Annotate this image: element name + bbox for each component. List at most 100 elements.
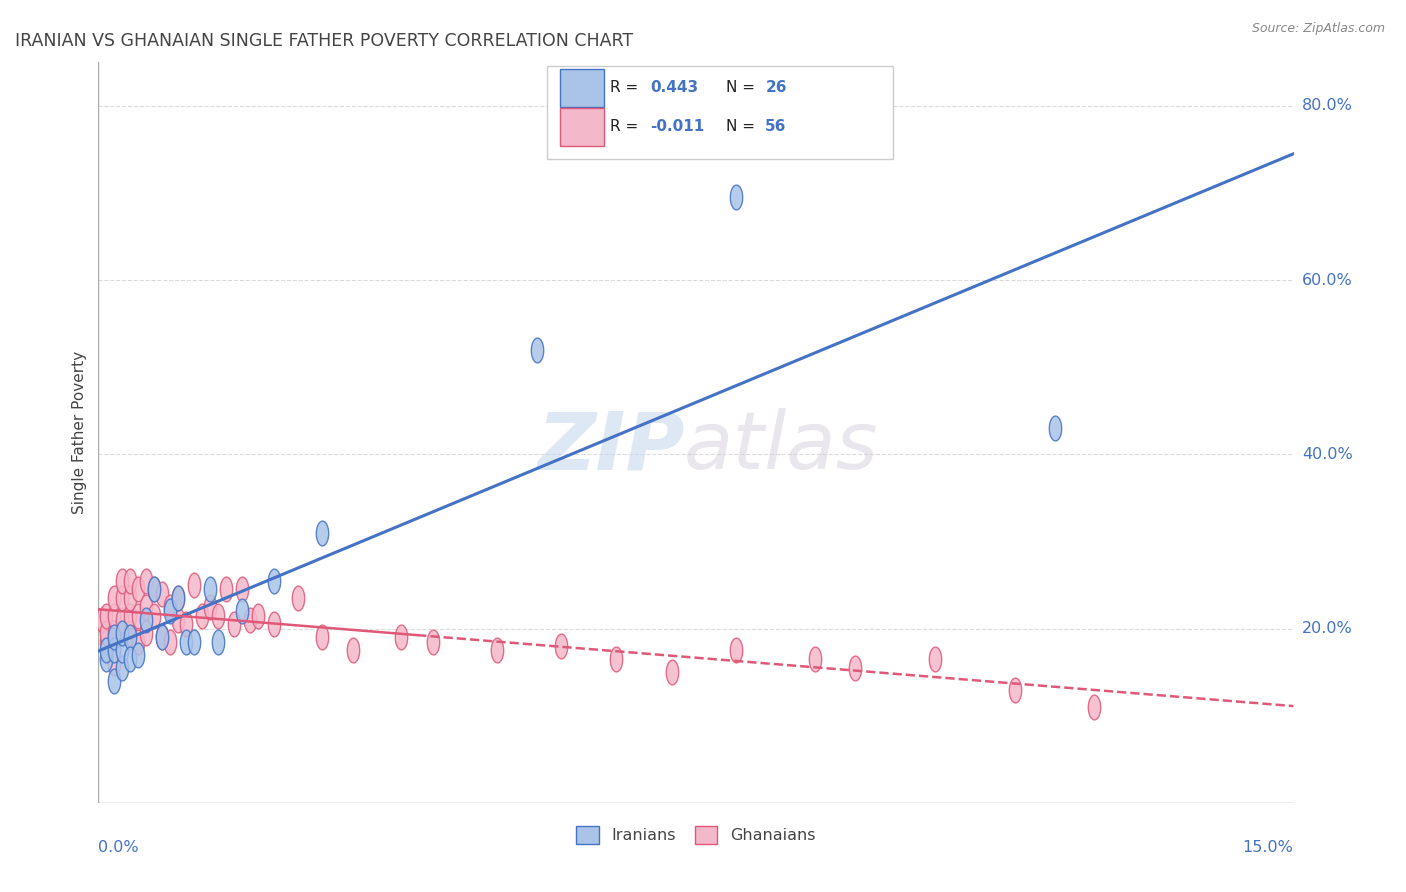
Text: R =: R = xyxy=(610,80,643,95)
Point xyxy=(724,643,747,657)
Point xyxy=(222,617,245,632)
Text: 20.0%: 20.0% xyxy=(1302,621,1353,636)
Point xyxy=(127,648,149,662)
Point xyxy=(174,634,197,648)
Point xyxy=(111,643,134,657)
Point xyxy=(183,578,205,592)
Point xyxy=(1083,700,1105,714)
Text: R =: R = xyxy=(610,120,643,135)
Point xyxy=(198,599,221,614)
Point xyxy=(1043,421,1066,435)
Point xyxy=(167,591,190,606)
Point xyxy=(120,652,142,666)
Point xyxy=(605,652,627,666)
Text: -0.011: -0.011 xyxy=(651,120,704,135)
Point xyxy=(198,582,221,597)
Text: N =: N = xyxy=(725,120,759,135)
Point xyxy=(150,630,173,644)
Point xyxy=(103,673,125,688)
Point xyxy=(159,604,181,618)
Legend: Iranians, Ghanaians: Iranians, Ghanaians xyxy=(569,819,823,850)
Point xyxy=(159,634,181,648)
Point xyxy=(103,630,125,644)
Point xyxy=(311,525,333,540)
Point xyxy=(96,643,118,657)
Point xyxy=(263,574,285,588)
Point xyxy=(924,652,946,666)
Point xyxy=(661,665,683,680)
Point xyxy=(485,643,508,657)
Point xyxy=(143,582,166,597)
FancyBboxPatch shape xyxy=(560,69,605,107)
Point xyxy=(120,608,142,623)
Point xyxy=(311,630,333,644)
Point xyxy=(120,626,142,640)
Point xyxy=(1004,682,1026,697)
Point xyxy=(231,582,253,597)
Point xyxy=(159,599,181,614)
Point xyxy=(844,661,866,675)
Point xyxy=(103,626,125,640)
Point xyxy=(422,634,444,648)
Point xyxy=(215,582,238,597)
Point xyxy=(103,643,125,657)
Point xyxy=(135,626,157,640)
Point xyxy=(111,661,134,675)
Point xyxy=(207,634,229,648)
Point xyxy=(127,608,149,623)
Text: 0.0%: 0.0% xyxy=(98,840,139,855)
Point xyxy=(207,608,229,623)
Text: IRANIAN VS GHANAIAN SINGLE FATHER POVERTY CORRELATION CHART: IRANIAN VS GHANAIAN SINGLE FATHER POVERT… xyxy=(15,32,633,50)
Point xyxy=(150,630,173,644)
Text: N =: N = xyxy=(725,80,759,95)
Point xyxy=(127,582,149,597)
Point xyxy=(111,626,134,640)
Text: 56: 56 xyxy=(765,120,787,135)
Text: 40.0%: 40.0% xyxy=(1302,447,1353,462)
Point xyxy=(111,626,134,640)
Text: 0.443: 0.443 xyxy=(651,80,699,95)
Point xyxy=(103,608,125,623)
Text: 80.0%: 80.0% xyxy=(1302,98,1353,113)
Text: ZIP: ZIP xyxy=(537,409,685,486)
Point xyxy=(111,591,134,606)
Text: 26: 26 xyxy=(765,80,787,95)
Point xyxy=(183,634,205,648)
Point xyxy=(135,574,157,588)
Text: 15.0%: 15.0% xyxy=(1243,840,1294,855)
Point xyxy=(96,608,118,623)
Point xyxy=(96,626,118,640)
Text: Source: ZipAtlas.com: Source: ZipAtlas.com xyxy=(1251,22,1385,36)
Point xyxy=(231,604,253,618)
Point xyxy=(96,652,118,666)
Point xyxy=(96,634,118,648)
Point xyxy=(167,613,190,627)
Point xyxy=(246,608,269,623)
Point xyxy=(91,613,114,627)
Point xyxy=(111,574,134,588)
Point xyxy=(389,630,412,644)
Point xyxy=(550,639,572,653)
Point xyxy=(120,591,142,606)
Point xyxy=(127,634,149,648)
Point xyxy=(150,587,173,601)
Y-axis label: Single Father Poverty: Single Father Poverty xyxy=(72,351,87,514)
Point xyxy=(342,643,364,657)
Point xyxy=(143,608,166,623)
Point xyxy=(191,608,214,623)
Point xyxy=(135,599,157,614)
Point xyxy=(804,652,827,666)
Point xyxy=(724,190,747,204)
Point xyxy=(174,617,197,632)
Text: 60.0%: 60.0% xyxy=(1302,273,1353,288)
Text: atlas: atlas xyxy=(685,409,879,486)
Point xyxy=(103,591,125,606)
FancyBboxPatch shape xyxy=(547,66,893,159)
Point xyxy=(120,574,142,588)
Point xyxy=(287,591,309,606)
Point xyxy=(239,613,262,627)
Point xyxy=(263,617,285,632)
Point xyxy=(103,657,125,671)
FancyBboxPatch shape xyxy=(560,108,605,146)
Point xyxy=(135,613,157,627)
